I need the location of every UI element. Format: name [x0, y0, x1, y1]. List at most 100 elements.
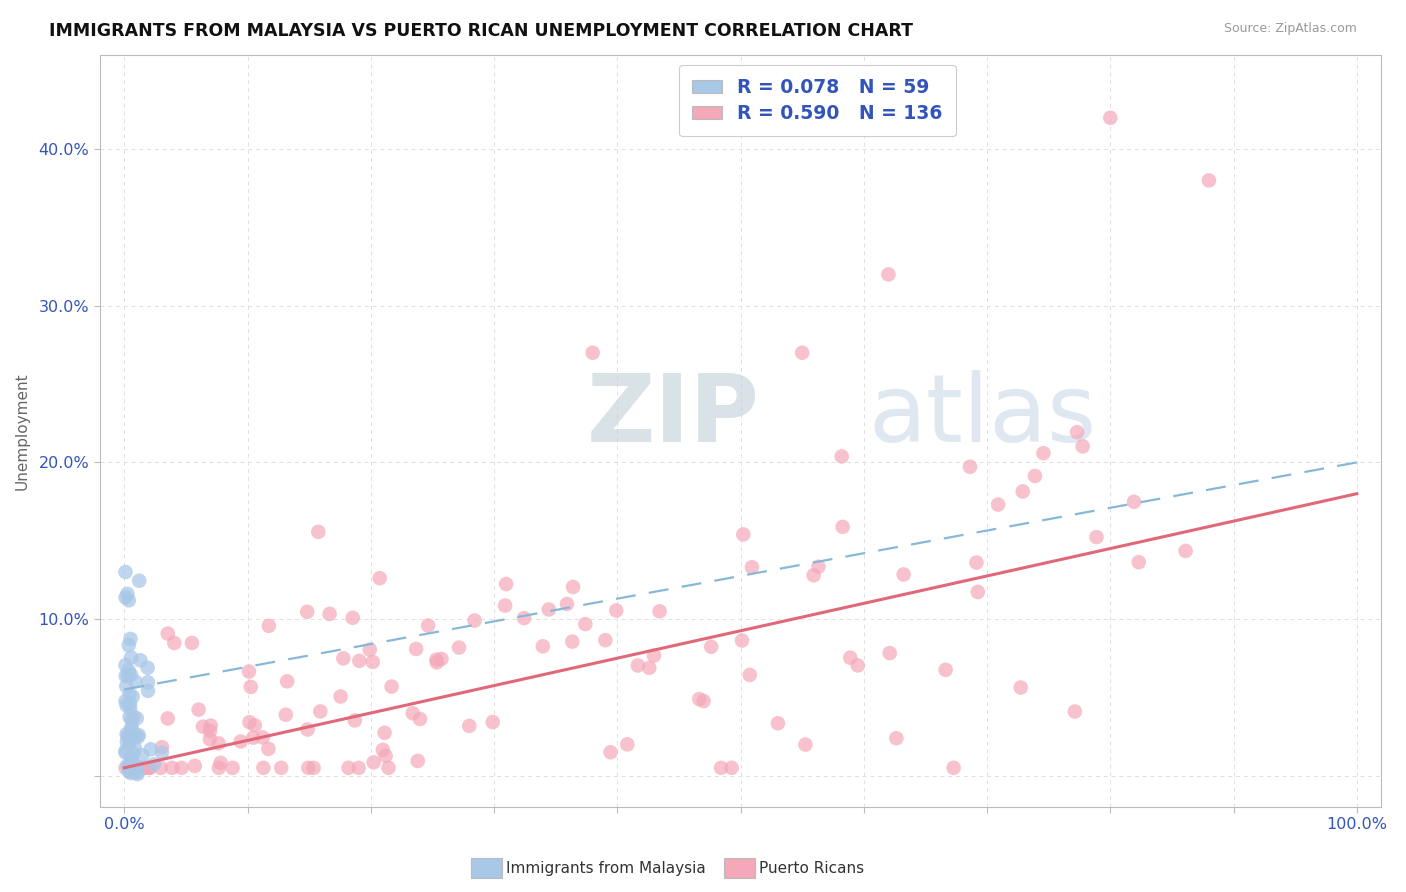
- Point: [309, 705, 332, 719]
- Point: [118, 761, 141, 775]
- Point: [120, 766, 142, 780]
- Point: [426, 656, 449, 670]
- Point: [128, 728, 150, 742]
- Point: [562, 580, 585, 594]
- Point: [252, 761, 274, 775]
- Point: [1174, 544, 1197, 558]
- Point: [447, 640, 470, 655]
- Point: [733, 527, 755, 541]
- Point: [122, 746, 145, 760]
- Point: [139, 742, 162, 756]
- Point: [942, 761, 965, 775]
- Point: [561, 634, 583, 648]
- Point: [120, 759, 142, 773]
- Text: atlas: atlas: [869, 370, 1097, 462]
- Point: [127, 730, 149, 744]
- Point: [1024, 469, 1046, 483]
- Point: [416, 618, 439, 632]
- Point: [238, 665, 260, 679]
- Point: [134, 761, 156, 775]
- Point: [156, 626, 179, 640]
- Point: [405, 642, 427, 657]
- Point: [720, 761, 742, 775]
- Point: [1128, 555, 1150, 569]
- Point: [377, 761, 399, 775]
- Point: [149, 761, 172, 775]
- Point: [406, 754, 429, 768]
- Point: [494, 599, 516, 613]
- Point: [136, 661, 159, 675]
- Point: [124, 674, 146, 689]
- Point: [638, 661, 661, 675]
- Point: [359, 642, 381, 657]
- Point: [1063, 705, 1085, 719]
- Point: [794, 738, 817, 752]
- Point: [121, 752, 143, 766]
- Point: [1085, 530, 1108, 544]
- Point: [965, 556, 987, 570]
- Point: [114, 591, 136, 605]
- Point: [132, 761, 155, 775]
- Point: [627, 658, 650, 673]
- Point: [121, 731, 143, 746]
- Point: [616, 737, 638, 751]
- Point: [198, 732, 221, 747]
- Point: [846, 658, 869, 673]
- Point: [125, 711, 148, 725]
- Point: [361, 655, 384, 669]
- Point: [243, 718, 266, 732]
- Point: [191, 720, 214, 734]
- Point: [297, 761, 319, 775]
- Point: [879, 646, 901, 660]
- Point: [121, 712, 143, 726]
- Point: [187, 703, 209, 717]
- Point: [831, 520, 853, 534]
- Point: [122, 765, 145, 780]
- Point: [118, 697, 141, 711]
- Point: [731, 633, 754, 648]
- Point: [1099, 111, 1122, 125]
- Point: [402, 706, 425, 721]
- Point: [115, 679, 138, 693]
- Point: [343, 714, 366, 728]
- Point: [374, 748, 396, 763]
- Point: [481, 714, 503, 729]
- Point: [1011, 484, 1033, 499]
- Point: [115, 735, 138, 749]
- Point: [118, 710, 141, 724]
- Point: [297, 723, 319, 737]
- Point: [118, 734, 141, 748]
- Point: [184, 759, 207, 773]
- Point: [131, 748, 153, 763]
- Point: [120, 667, 142, 681]
- Point: [302, 761, 325, 775]
- Point: [935, 663, 957, 677]
- Point: [1010, 681, 1032, 695]
- Point: [741, 560, 763, 574]
- Point: [170, 761, 193, 775]
- Point: [648, 604, 671, 618]
- Point: [136, 761, 159, 775]
- Point: [831, 450, 853, 464]
- Text: Source: ZipAtlas.com: Source: ZipAtlas.com: [1223, 22, 1357, 36]
- Point: [337, 761, 360, 775]
- Point: [136, 683, 159, 698]
- Point: [766, 716, 789, 731]
- Point: [1066, 425, 1088, 439]
- Point: [125, 760, 148, 774]
- Point: [425, 653, 447, 667]
- Point: [342, 611, 364, 625]
- Point: [114, 669, 136, 683]
- Point: [115, 727, 138, 741]
- Point: [274, 707, 297, 722]
- Point: [118, 728, 141, 742]
- Point: [180, 636, 202, 650]
- Point: [363, 756, 385, 770]
- Point: [121, 690, 143, 704]
- Point: [221, 761, 243, 775]
- Point: [381, 680, 404, 694]
- Point: [409, 712, 432, 726]
- Point: [114, 565, 136, 579]
- Point: [121, 723, 143, 737]
- Point: [198, 724, 221, 739]
